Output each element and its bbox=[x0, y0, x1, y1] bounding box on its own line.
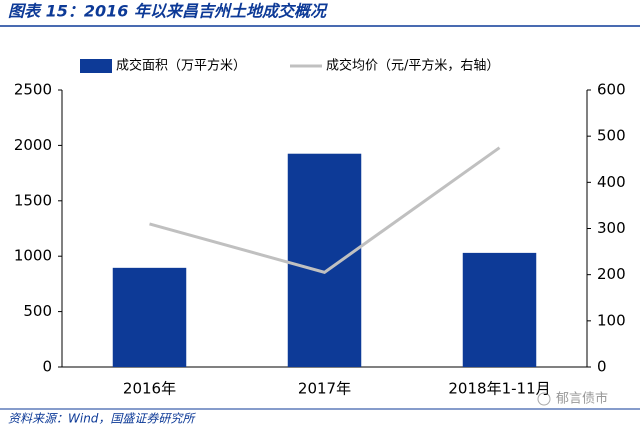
y-tick-label: 0 bbox=[42, 358, 52, 376]
y2-tick-label: 600 bbox=[597, 81, 626, 99]
y-tick-label: 1000 bbox=[14, 247, 52, 265]
legend-swatch bbox=[80, 59, 112, 73]
y2-tick-label: 0 bbox=[597, 358, 607, 376]
line bbox=[149, 146, 501, 274]
y2-tick-label: 200 bbox=[597, 265, 626, 283]
bar bbox=[287, 153, 362, 367]
watermark-icon bbox=[537, 392, 551, 406]
legend-label: 成交面积（万平方米） bbox=[116, 58, 246, 74]
source: 资料来源：Wind，国盛证券研究所 bbox=[8, 412, 196, 426]
x-tick-label: 2018年1-11月 bbox=[448, 380, 550, 398]
y2-tick-label: 100 bbox=[597, 311, 626, 329]
chart-title: 图表 15：2016 年以来昌吉州土地成交概况 bbox=[8, 2, 328, 21]
watermark: 郁言债市 bbox=[556, 391, 608, 407]
bar bbox=[112, 267, 187, 367]
y2-tick-label: 300 bbox=[597, 219, 626, 237]
legend-label: 成交均价（元/平方米，右轴） bbox=[326, 58, 499, 74]
x-tick-label: 2017年 bbox=[298, 380, 351, 398]
y-tick-label: 2000 bbox=[14, 136, 52, 154]
y-tick-label: 2500 bbox=[14, 81, 52, 99]
y2-tick-label: 500 bbox=[597, 127, 626, 145]
x-tick-label: 2016年 bbox=[123, 380, 176, 398]
y-tick-label: 1500 bbox=[14, 191, 52, 209]
y2-tick-label: 400 bbox=[597, 173, 626, 191]
bar bbox=[462, 252, 537, 367]
y-tick-label: 500 bbox=[23, 302, 52, 320]
